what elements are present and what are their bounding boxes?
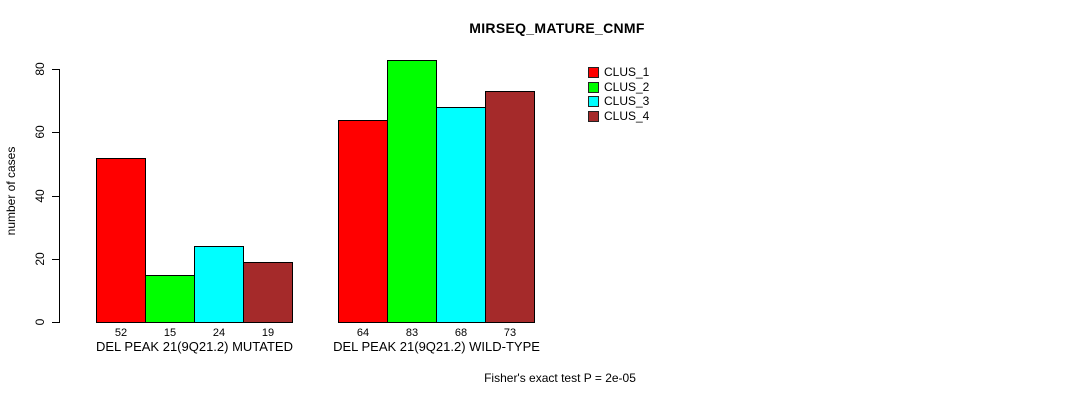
legend-label: CLUS_3 (604, 94, 650, 108)
y-axis-tick-label: 0 (33, 318, 47, 326)
bar-clus-4-group2 (485, 91, 535, 323)
legend-item-clus-4: CLUS_4 (588, 110, 649, 122)
x-group-label: DEL PEAK 21(9Q21.2) MUTATED (96, 339, 293, 354)
y-axis-tick (52, 322, 59, 323)
bar-value-label: 15 (163, 327, 177, 339)
bar-value-label: 19 (261, 327, 275, 339)
y-axis-tick (52, 69, 59, 70)
y-axis-tick (52, 196, 59, 197)
bar-clus-2-group2 (387, 60, 437, 323)
bar-value-label: 83 (405, 327, 419, 339)
bar-clus-1-group1 (96, 158, 146, 323)
y-axis-tick (52, 132, 59, 133)
bar-clus-3-group2 (436, 107, 486, 323)
legend-item-clus-1: CLUS_1 (588, 66, 649, 78)
y-axis-line (59, 69, 60, 323)
bar-clus-4-group1 (243, 262, 293, 323)
legend-item-clus-3: CLUS_3 (588, 95, 649, 107)
y-axis-tick-label: 60 (33, 125, 47, 139)
bar-value-label: 73 (503, 327, 517, 339)
bar-value-label: 68 (454, 327, 468, 339)
y-axis-tick-label: 20 (33, 252, 47, 266)
legend-label: CLUS_1 (604, 65, 650, 79)
x-group-label: DEL PEAK 21(9Q21.2) WILD-TYPE (333, 339, 540, 354)
y-axis-tick (52, 259, 59, 260)
bar-value-label: 24 (212, 327, 226, 339)
bar-value-label: 52 (114, 327, 128, 339)
legend-swatch-icon (588, 81, 599, 93)
bar-clus-3-group1 (194, 246, 244, 323)
legend-swatch-icon (588, 66, 599, 78)
fisher-test-annotation: Fisher's exact test P = 2e-05 (484, 371, 636, 385)
y-axis-tick-label: 40 (33, 189, 47, 203)
legend: CLUS_1 CLUS_2 CLUS_3 CLUS_4 (588, 66, 708, 136)
y-axis-tick-label: 80 (33, 62, 47, 76)
legend-label: CLUS_4 (604, 109, 650, 123)
bar-value-label: 64 (356, 327, 370, 339)
bar-clus-2-group1 (145, 275, 195, 323)
chart-title: MIRSEQ_MATURE_CNMF (469, 20, 645, 36)
legend-swatch-icon (588, 110, 599, 122)
legend-label: CLUS_2 (604, 80, 650, 94)
legend-item-clus-2: CLUS_2 (588, 81, 649, 93)
bar-clus-1-group2 (338, 120, 388, 323)
legend-swatch-icon (588, 95, 599, 107)
